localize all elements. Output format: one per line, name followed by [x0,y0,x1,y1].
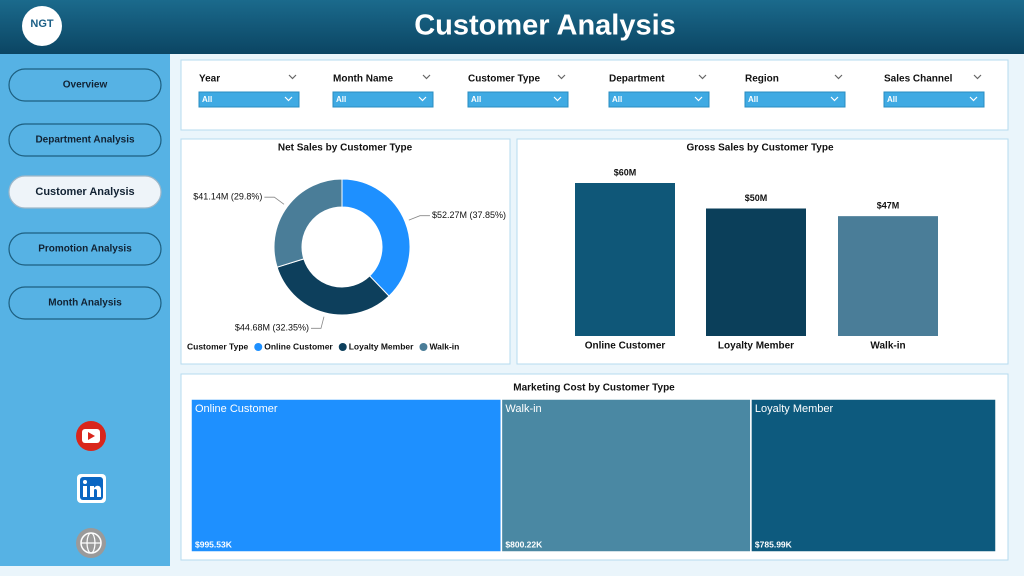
nav-label[interactable]: Department Analysis [35,135,135,146]
filter-value[interactable]: All [202,95,212,104]
donut-slice [273,178,343,268]
filter-label: Department [609,74,665,85]
chart-panel [180,138,511,365]
filter-dropdown[interactable] [198,91,300,108]
filter-label: Customer Type [468,74,540,85]
nav-button[interactable] [8,286,162,320]
nav-label[interactable]: Promotion Analysis [38,244,132,255]
filter-value[interactable]: All [612,95,622,104]
data-label: $44.68M (32.35%) [235,323,309,333]
donut-slice [276,258,390,316]
chart-title: Gross Sales by Customer Type [686,143,834,154]
filter-label: Sales Channel [884,74,953,85]
legend-label: Walk-in [429,341,459,351]
data-label: $52.27M (37.85%) [432,210,506,220]
filter-label: Month Name [333,74,393,85]
filter-dropdown[interactable] [332,91,434,108]
legend-swatch [254,343,263,351]
bar [838,216,938,336]
chevron [422,74,431,80]
chevron [288,74,297,80]
website-icon[interactable] [76,528,106,558]
nav-label[interactable]: Customer Analysis [35,186,134,198]
data-label: $785.99K [755,539,793,549]
chevron [694,96,703,102]
chevron [834,74,843,80]
filter-panel [180,59,1009,131]
leader-line [310,316,325,329]
data-label: $60M [614,167,637,177]
chart-title: Net Sales by Customer Type [278,143,413,154]
data-label: $800.22K [505,539,543,549]
nav-label[interactable]: Overview [63,80,108,91]
data-label: $47M [877,201,900,211]
filter-value[interactable]: All [748,95,758,104]
filter-value[interactable]: All [471,95,481,104]
bar [706,208,806,336]
data-label: $995.53K [195,539,233,549]
tile-label: Walk-in [505,403,541,415]
chevron [553,96,562,102]
data-label: $50M [745,193,768,203]
header-bar [0,0,1024,54]
legend-label: Loyalty Member [349,341,414,351]
x-tick-label: Online Customer [585,341,666,352]
x-tick-label: Loyalty Member [718,341,794,352]
chevron [830,96,839,102]
data-label: $41.14M (29.8%) [193,192,262,202]
filter-label: Year [199,74,220,85]
legend-title: Customer Type [187,341,249,351]
chevron [557,74,566,80]
youtube-icon[interactable] [76,421,106,451]
donut-slice [341,178,411,297]
chevron [969,96,978,102]
nav-button[interactable] [8,68,162,102]
logo-text: NGT [30,18,54,30]
chevron [698,74,707,80]
x-tick-label: Walk-in [870,341,905,352]
chevron [418,96,427,102]
nav-label[interactable]: Month Analysis [48,298,122,309]
chevron [284,96,293,102]
tile-label: Online Customer [195,403,278,415]
linkedin-icon[interactable] [77,474,106,503]
treemap-tile [750,398,997,553]
nav-button[interactable] [8,232,162,266]
filter-dropdown[interactable] [744,91,846,108]
filter-value[interactable]: All [887,95,897,104]
leader-line [264,196,285,205]
chart-title: Marketing Cost by Customer Type [513,383,675,394]
filter-dropdown[interactable] [608,91,710,108]
nav-button[interactable] [8,175,162,209]
treemap-tile [500,398,752,553]
treemap-tile [190,398,503,553]
bar [575,183,675,336]
logo [22,6,62,46]
legend-swatch [338,343,347,351]
filter-label: Region [745,74,779,85]
leader-line [408,215,430,221]
chevron [973,74,982,80]
filter-dropdown[interactable] [883,91,985,108]
filter-value[interactable]: All [336,95,346,104]
legend-label: Online Customer [264,341,333,351]
tile-label: Loyalty Member [755,403,834,415]
nav-button[interactable] [8,123,162,157]
filter-dropdown[interactable] [467,91,569,108]
legend-swatch [419,343,428,351]
page-title: Customer Analysis [414,10,676,42]
